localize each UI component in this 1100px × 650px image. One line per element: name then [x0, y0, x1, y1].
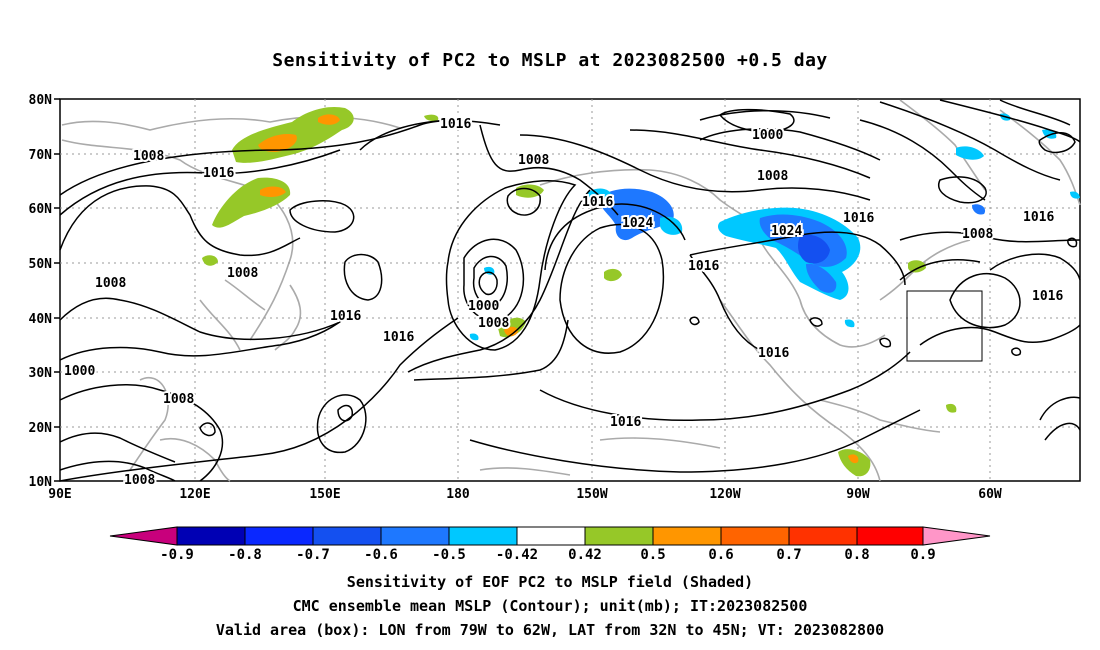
- colorbar-label: -0.6: [364, 547, 398, 563]
- colorbar-box: [584, 526, 654, 546]
- colorbar-box: [652, 526, 722, 546]
- lat-label: 30N: [29, 366, 53, 381]
- contour-label: 1008: [95, 276, 126, 291]
- contour-label: 1008: [518, 153, 549, 168]
- lat-label: 50N: [29, 257, 53, 272]
- lon-label: 60W: [978, 487, 1002, 502]
- contour-label: 1024: [622, 216, 653, 231]
- lon-label: 90E: [48, 487, 71, 502]
- caption-shading: Sensitivity of EOF PC2 to MSLP field (Sh…: [346, 573, 754, 591]
- contour-label: 1024: [771, 224, 802, 239]
- contour-label: 1016: [843, 211, 874, 226]
- colorbar-box: [448, 526, 518, 546]
- contour-label: 1016: [203, 166, 234, 181]
- lon-label: 180: [446, 487, 470, 502]
- contour-label: 1008: [133, 149, 164, 164]
- colorbar-label: 0.42: [568, 547, 602, 563]
- lat-label: 20N: [29, 421, 53, 436]
- colorbar-label: 0.8: [844, 547, 869, 563]
- contour-label: 1016: [440, 117, 471, 132]
- contour-label: 1000: [468, 299, 499, 314]
- contour-labels: 1016 1000 1008 1008 1016 1008 1016 1024 …: [62, 115, 1065, 490]
- contour-label: 1016: [582, 195, 613, 210]
- contour-label: 1000: [64, 364, 95, 379]
- lat-label: 60N: [29, 202, 53, 217]
- colorbar-box: [176, 526, 246, 546]
- colorbar-low-triangle: [109, 526, 178, 546]
- colorbar-box: [788, 526, 858, 546]
- gridlines: [60, 99, 1080, 481]
- contour-label: 1008: [962, 227, 993, 242]
- colorbar-box: [312, 526, 382, 546]
- contour-label: 1008: [227, 266, 258, 281]
- colorbar-labels: -0.9 -0.8 -0.7 -0.6 -0.5 -0.42 0.42 0.5 …: [160, 547, 936, 563]
- contour-label: 1000: [752, 128, 783, 143]
- map-frame: [59, 98, 1081, 482]
- lon-label: 90W: [846, 487, 870, 502]
- latitude-ticks: [54, 98, 60, 482]
- contour-label: 1016: [1023, 210, 1054, 225]
- colorbar-label: 0.5: [640, 547, 665, 563]
- caption-contour: CMC ensemble mean MSLP (Contour); unit(m…: [292, 597, 808, 615]
- colorbar-box: [856, 526, 924, 546]
- latitude-labels: 80N 70N 60N 50N 40N 30N 20N 10N: [29, 93, 53, 490]
- colorbar-label: 0.9: [910, 547, 935, 563]
- positive-sensitivity-shading: [202, 106, 957, 477]
- lat-label: 40N: [29, 312, 53, 327]
- contour-label: 1016: [383, 330, 414, 345]
- lon-label: 150W: [576, 487, 607, 502]
- lon-label: 120W: [709, 487, 740, 502]
- contour-label: 1016: [610, 415, 641, 430]
- colorbar-label: -0.8: [228, 547, 262, 563]
- contour-label: 1008: [478, 316, 509, 331]
- colorbar-label: -0.42: [496, 547, 538, 563]
- contour-label: 1016: [1032, 289, 1063, 304]
- mslp-contours: [59, 99, 1081, 482]
- lat-label: 70N: [29, 148, 53, 163]
- lat-label: 10N: [29, 475, 53, 490]
- longitude-labels: 90E 120E 150E 180 150W 120W 90W 60W: [48, 487, 1002, 502]
- colorbar-box: [380, 526, 450, 546]
- colorbar-label: 0.6: [708, 547, 733, 563]
- colorbar-label: -0.9: [160, 547, 194, 563]
- colorbar-box: [516, 526, 586, 546]
- map-title: Sensitivity of PC2 to MSLP at 2023082500…: [272, 50, 828, 71]
- valid-area-box: [906, 290, 983, 362]
- contour-label: 1016: [330, 309, 361, 324]
- colorbar: [109, 526, 991, 546]
- lon-label: 120E: [179, 487, 210, 502]
- contour-label: 1008: [757, 169, 788, 184]
- lat-label: 80N: [29, 93, 53, 108]
- caption-valid-area: Valid area (box): LON from 79W to 62W, L…: [215, 621, 885, 639]
- colorbar-box: [244, 526, 314, 546]
- colorbar-label: -0.7: [296, 547, 330, 563]
- lon-label: 150E: [309, 487, 340, 502]
- contour-label: 1008: [124, 473, 155, 488]
- colorbar-high-triangle: [922, 526, 991, 546]
- colorbar-label: 0.7: [776, 547, 801, 563]
- contour-label: 1016: [688, 259, 719, 274]
- contour-label: 1016: [758, 346, 789, 361]
- colorbar-box: [720, 526, 790, 546]
- negative-sensitivity-shading: [469, 113, 1080, 341]
- colorbar-label: -0.5: [432, 547, 466, 563]
- contour-label: 1008: [163, 392, 194, 407]
